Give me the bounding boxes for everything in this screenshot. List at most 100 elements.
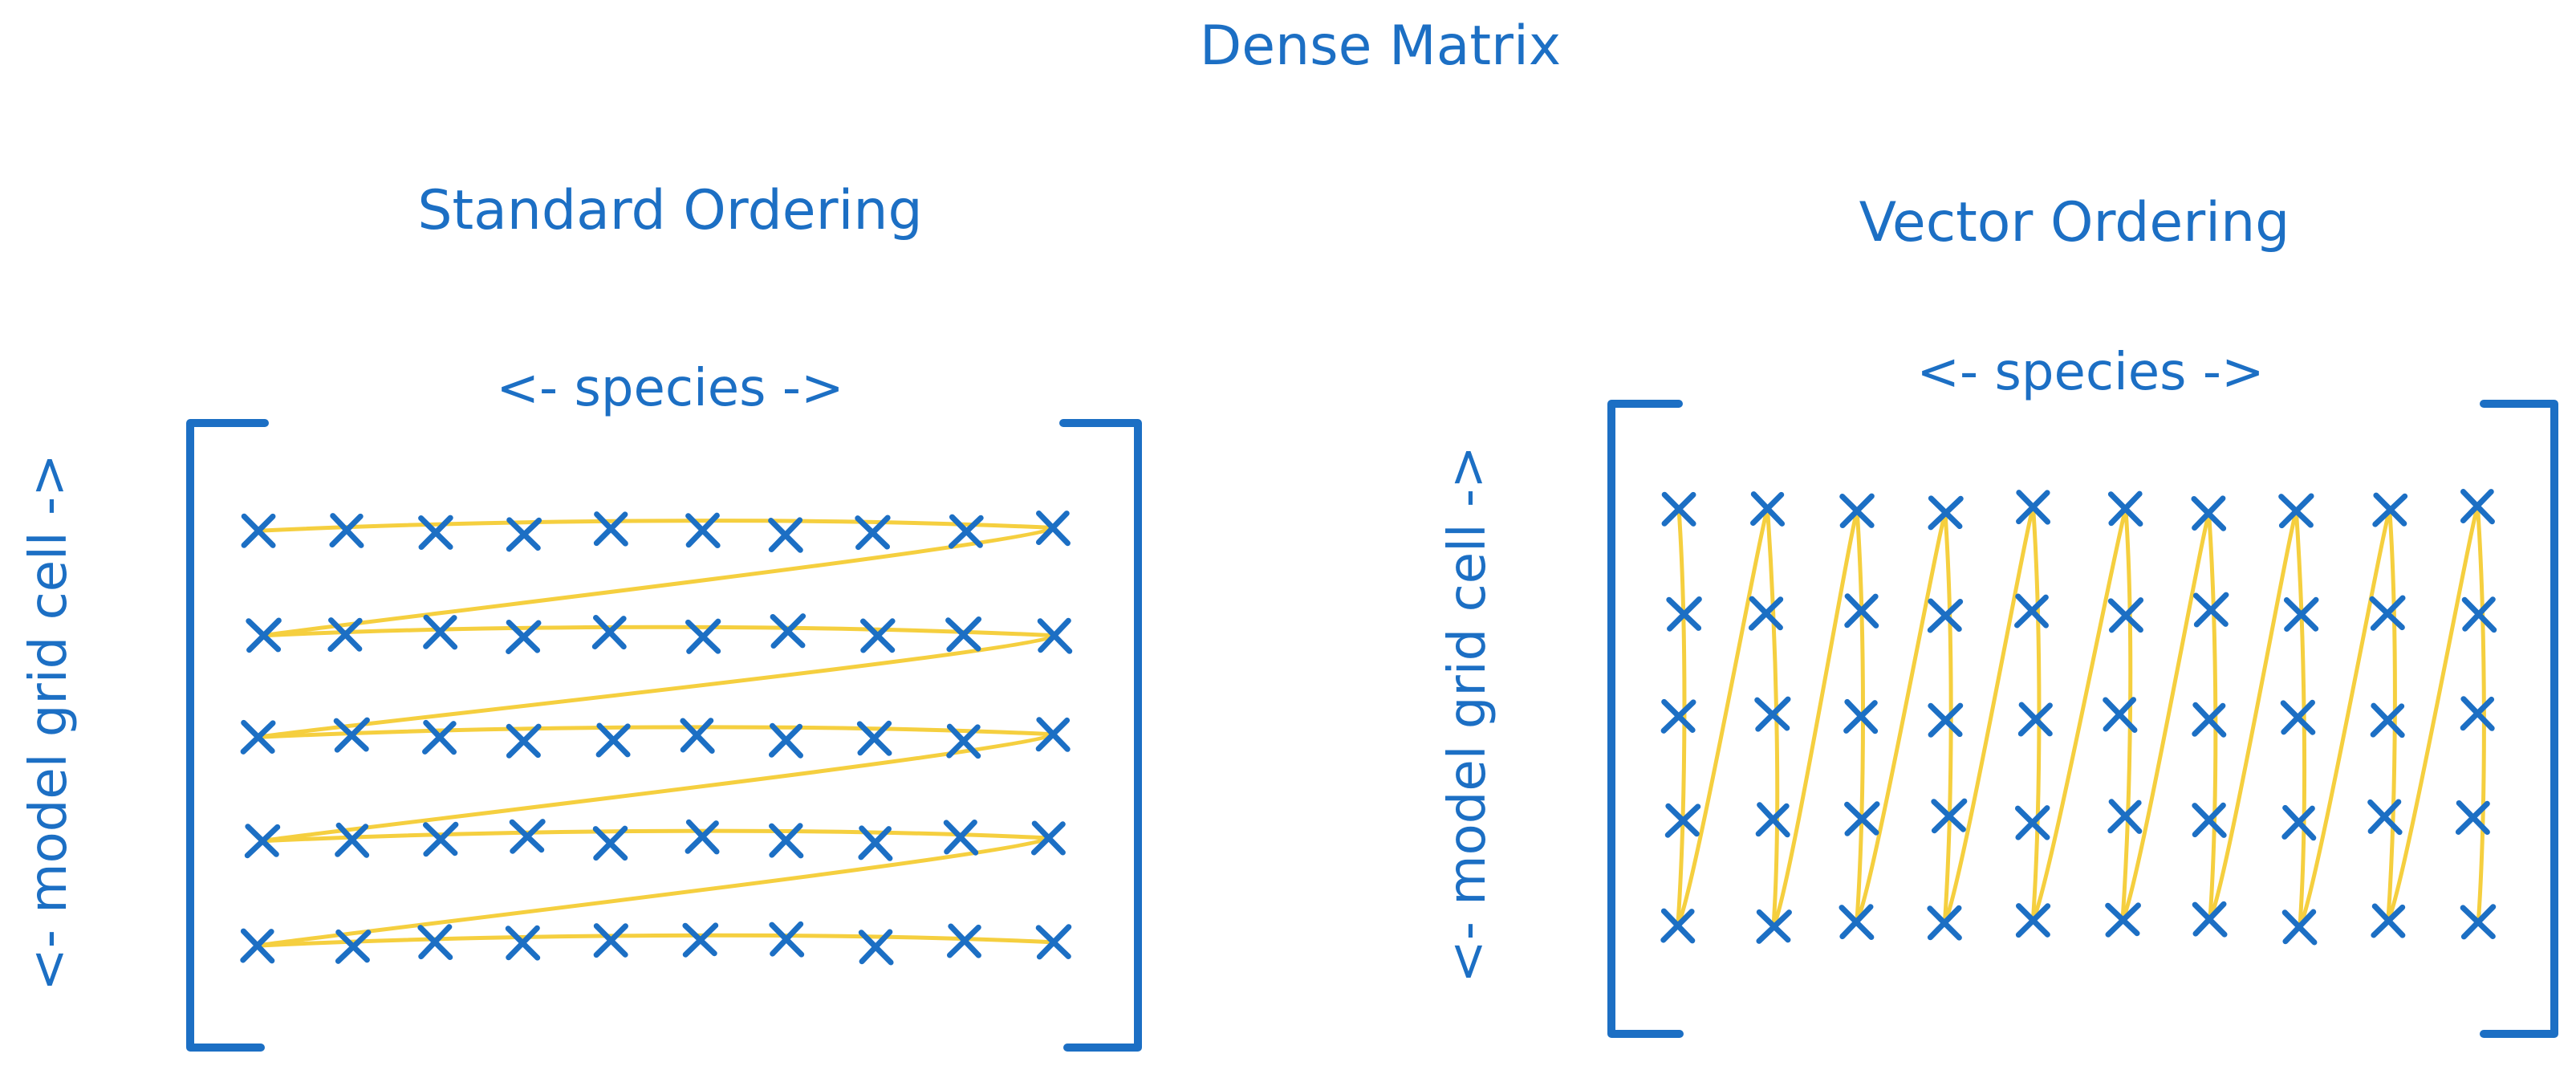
matrix-cell-r4-c4 [509, 819, 546, 854]
vector-right-bracket [2480, 400, 2558, 1038]
matrix-cell-r5-c7 [769, 921, 805, 958]
vector-grid-cell-label: <- model grid cell -> [1438, 445, 1497, 983]
matrix-cell-r3-c2 [1754, 696, 1791, 732]
matrix-cell-r3-c2 [333, 717, 370, 753]
matrix-cell-r2-c8 [860, 618, 896, 653]
standard-grid-cell-label: <- model grid cell -> [19, 454, 79, 991]
matrix-cell-r2-c9 [945, 616, 982, 653]
standard-species-label: <- species -> [496, 359, 843, 418]
matrix-cell-r1-c7 [768, 517, 803, 553]
matrix-cell-r2-c1 [1666, 596, 1702, 632]
matrix-cell-r1-c3 [1839, 493, 1875, 529]
path-return-4 [255, 836, 1050, 948]
path-return-3 [259, 732, 1055, 844]
matrix-cell-r5-c8 [2281, 909, 2318, 946]
matrix-cell-r5-c2 [335, 929, 372, 964]
matrix-cell-r5-c7 [2192, 901, 2228, 938]
matrix-cell-r4-c9 [2367, 799, 2403, 836]
matrix-cell-r5-c6 [682, 922, 719, 958]
matrix-cell-r1-c3 [418, 515, 453, 551]
matrix-cell-r3-c9 [946, 723, 981, 759]
matrix-cell-r2-c6 [2107, 597, 2144, 633]
matrix-cell-r1-c1 [1661, 491, 1696, 527]
matrix-cell-r3-c6 [680, 718, 715, 754]
matrix-cell-r2-c2 [1748, 596, 1784, 631]
matrix-cell-r4-c3 [422, 821, 459, 857]
matrix-cell-r5-c3 [1839, 904, 1875, 940]
matrix-cell-r4-c1 [1664, 803, 1701, 838]
matrix-cell-r5-c1 [240, 928, 275, 964]
matrix-cell-r5-c2 [1756, 909, 1792, 944]
matrix-cell-r5-c10 [1035, 924, 1072, 960]
matrix-cell-r5-c4 [1927, 905, 1962, 941]
matrix-cell-r2-c3 [423, 614, 458, 650]
matrix-cell-r5-c8 [858, 929, 894, 966]
matrix-cell-r1-c2 [329, 513, 364, 548]
matrix-cell-r2-c5 [2014, 593, 2049, 629]
matrix-cell-r1-c6 [685, 512, 721, 548]
vector-species-label: <- species -> [1916, 343, 2264, 402]
matrix-cell-r3-c8 [2280, 699, 2316, 735]
matrix-cell-r4-c4 [1931, 798, 1968, 834]
matrix-cell-r3-c3 [422, 719, 457, 755]
matrix-cell-r1-c8 [855, 515, 891, 551]
matrix-cell-r1-c1 [241, 513, 276, 548]
matrix-cell-r1-c8 [2278, 493, 2314, 529]
matrix-cell-r5-c5 [593, 923, 628, 958]
matrix-cell-r4-c5 [592, 825, 628, 861]
matrix-cell-r2-c5 [591, 614, 627, 650]
matrix-cell-r4-c5 [2014, 805, 2050, 840]
path-return-2 [255, 633, 1058, 739]
matrix-cell-r2-c10 [1037, 617, 1073, 654]
matrix-cell-r1-c6 [2107, 490, 2143, 527]
matrix-cell-r2-c8 [2283, 596, 2319, 633]
path-return-8 [2298, 507, 2392, 930]
matrix-cell-r2-c10 [2461, 596, 2497, 633]
matrix-cell-r4-c1 [244, 824, 281, 859]
matrix-cell-r4-c7 [2192, 802, 2227, 838]
path-return-5 [2030, 507, 2128, 923]
path-col-10 [2475, 504, 2486, 925]
matrix-cell-r4-c8 [858, 825, 893, 861]
matrix-cell-r5-c4 [505, 925, 541, 961]
vector-ordering-panel: Vector Ordering <- species -> <- model g… [1438, 191, 2558, 1038]
matrix-cell-r1-c9 [948, 514, 984, 549]
matrix-cell-r3-c9 [2370, 702, 2405, 738]
path-return-1 [262, 526, 1055, 638]
matrix-cell-r4-c3 [1844, 801, 1880, 836]
matrix-cell-r3-c8 [856, 720, 892, 756]
matrix-cell-r3-c7 [2192, 702, 2227, 738]
matrix-cell-r1-c4 [506, 517, 542, 552]
matrix-cell-r3-c1 [240, 719, 276, 755]
standard-right-bracket [1059, 419, 1142, 1052]
standard-left-bracket [186, 419, 269, 1052]
matrix-cell-r4-c6 [685, 819, 720, 855]
matrix-cell-r5-c3 [417, 924, 453, 960]
diagram-title: Dense Matrix [1200, 14, 1561, 78]
matrix-cell-r2-c7 [2192, 592, 2229, 628]
path-col-6 [2120, 507, 2133, 922]
path-row-3 [255, 725, 1055, 739]
matrix-cell-r4-c2 [335, 822, 370, 858]
path-return-1 [1676, 507, 1770, 928]
matrix-cell-r4-c2 [1755, 802, 1790, 838]
matrix-cell-r1-c5 [2016, 490, 2051, 525]
matrix-cell-r1-c9 [2372, 492, 2408, 527]
matrix-cell-r3-c5 [2017, 702, 2053, 737]
matrix-cell-r2-c4 [1927, 598, 1964, 633]
path-return-4 [1942, 505, 2036, 926]
matrix-cell-r1-c2 [1750, 491, 1786, 527]
matrix-cell-r3-c7 [768, 722, 803, 759]
matrix-cell-r1-c5 [593, 511, 628, 547]
matrix-cell-r1-c7 [2191, 495, 2227, 531]
matrix-cell-r4-c7 [769, 823, 804, 859]
matrix-cell-r2-c6 [685, 618, 721, 654]
matrix-cell-r3-c10 [2460, 696, 2495, 731]
path-row-2 [262, 625, 1058, 638]
matrix-cell-r3-c6 [2103, 697, 2138, 733]
matrix-cell-r5-c9 [946, 923, 981, 958]
matrix-cell-r5-c1 [1660, 908, 1696, 944]
standard-ordering-heading: Standard Ordering [417, 179, 922, 242]
matrix-cell-r2-c7 [770, 613, 807, 649]
matrix-cell-r4-c10 [2455, 799, 2490, 836]
